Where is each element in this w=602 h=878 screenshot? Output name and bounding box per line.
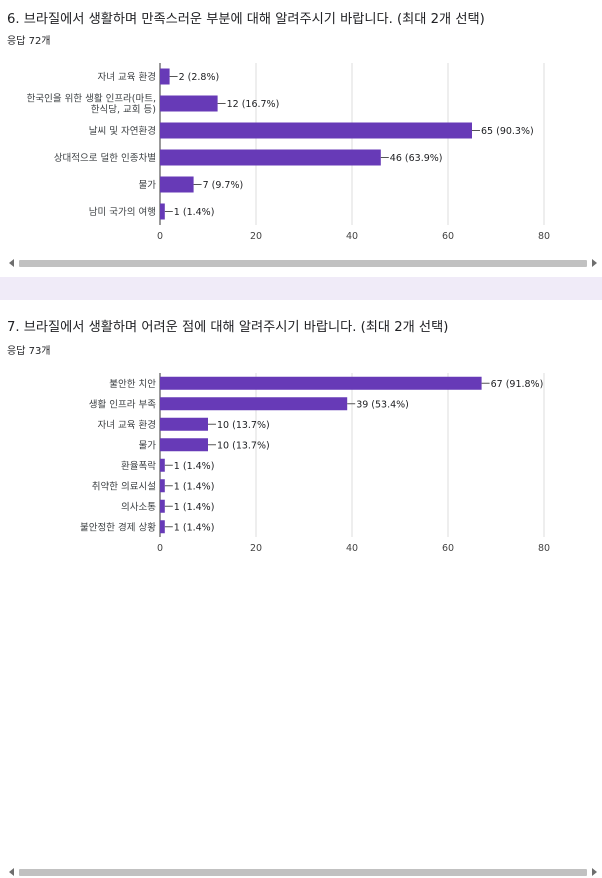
x-tick-label: 80 (538, 543, 550, 554)
value-label: 1 (1.4%) (174, 522, 215, 533)
card-separator (0, 277, 602, 300)
value-label: 39 (53.4%) (356, 399, 409, 410)
x-tick-label: 20 (250, 231, 262, 242)
bar[interactable] (160, 397, 348, 411)
bar[interactable] (160, 95, 218, 112)
question-title: 6. 브라질에서 생활하며 만족스러운 부분에 대해 알려주시기 바랍니다. (… (7, 12, 485, 27)
category-label: 불안정한 경제 상황 (80, 521, 156, 533)
x-tick-label: 20 (250, 543, 262, 554)
category-label: 자녀 교육 환경 (98, 419, 156, 431)
category-label: 한국인을 위한 생활 인프라(마트, (27, 93, 156, 105)
bar-chart: 0 20 40 60 80 불안한 치안 67 (91.8%) 생활 인프라 부족 39 (53… (80, 373, 550, 554)
horizontal-scrollbar[interactable] (7, 867, 599, 878)
bar[interactable] (160, 438, 208, 452)
response-count: 응답 73개 (7, 346, 51, 357)
response-count: 응답 72개 (7, 36, 51, 47)
bar[interactable] (160, 458, 165, 472)
bar[interactable] (160, 479, 165, 493)
value-label: 1 (1.4%) (174, 481, 215, 492)
value-label: 10 (13.7%) (217, 420, 270, 431)
category-label: 의사소통 (121, 502, 156, 513)
bar[interactable] (160, 499, 165, 513)
value-label: 1 (1.4%) (174, 461, 215, 472)
category-label: 환율폭락 (121, 460, 156, 472)
x-tick-label: 80 (538, 231, 550, 242)
category-label: 취약한 의료시설 (92, 480, 156, 492)
scrollbar-thumb[interactable] (19, 260, 587, 267)
value-label: 1 (1.4%) (174, 207, 215, 218)
bar[interactable] (160, 376, 482, 390)
value-label: 12 (16.7%) (227, 99, 280, 110)
category-label: 남미 국가의 여행 (89, 206, 156, 218)
bar[interactable] (160, 122, 472, 139)
category-label: 자녀 교육 환경 (98, 71, 156, 83)
question-title: 7. 브라질에서 생활하며 어려운 점에 대해 알려주시기 바랍니다. (최대 … (7, 320, 449, 335)
value-label: 65 (90.3%) (481, 126, 534, 137)
value-label: 1 (1.4%) (174, 502, 215, 513)
question-card-7: 7. 브라질에서 생활하며 어려운 점에 대해 알려주시기 바랍니다. (최대 … (0, 300, 602, 876)
value-label: 67 (91.8%) (491, 379, 544, 390)
bar[interactable] (160, 203, 165, 220)
horizontal-scrollbar[interactable] (7, 258, 599, 269)
category-label: 물가 (139, 440, 157, 451)
scroll-right-icon[interactable] (592, 259, 597, 267)
value-label: 7 (9.7%) (203, 180, 244, 191)
bar[interactable] (160, 417, 208, 431)
bar[interactable] (160, 176, 194, 193)
bar[interactable] (160, 520, 165, 534)
category-label: 상대적으로 덜한 인종차별 (54, 152, 156, 164)
value-label: 46 (63.9%) (390, 153, 443, 164)
category-label: 물가 (139, 180, 157, 191)
scroll-left-icon[interactable] (9, 868, 14, 876)
scroll-right-icon[interactable] (592, 868, 597, 876)
scroll-left-icon[interactable] (9, 259, 14, 267)
scrollbar-thumb[interactable] (19, 869, 587, 876)
question-card-6: 6. 브라질에서 생활하며 만족스러운 부분에 대해 알려주시기 바랍니다. (… (0, 0, 602, 277)
x-tick-label: 60 (442, 543, 454, 554)
bar[interactable] (160, 149, 381, 166)
category-label: 한식당, 교회 등) (91, 105, 156, 116)
x-tick-label: 0 (157, 231, 163, 242)
category-label: 날씨 및 자연환경 (89, 125, 156, 137)
category-label: 불안한 치안 (109, 378, 156, 390)
bar[interactable] (160, 68, 170, 85)
value-label: 2 (2.8%) (179, 72, 220, 83)
x-tick-label: 40 (346, 543, 358, 554)
x-tick-label: 40 (346, 231, 358, 242)
x-tick-label: 0 (157, 543, 163, 554)
bar-chart: 0 20 40 60 80 자녀 교육 환경 2 (2.8%) 한국인을 위한 생활 인프라(… (27, 63, 550, 242)
category-label: 생활 인프라 부족 (89, 398, 156, 410)
value-label: 10 (13.7%) (217, 440, 270, 451)
x-tick-label: 60 (442, 231, 454, 242)
